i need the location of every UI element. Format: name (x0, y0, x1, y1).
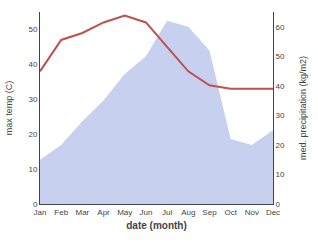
svg-text:20: 20 (276, 141, 285, 150)
svg-text:50: 50 (276, 52, 285, 61)
svg-text:Aug: Aug (181, 208, 195, 217)
svg-text:Jun: Jun (139, 208, 152, 217)
svg-text:Nov: Nov (245, 208, 259, 217)
svg-text:10: 10 (276, 170, 285, 179)
svg-text:Feb: Feb (54, 208, 68, 217)
svg-text:Dec: Dec (266, 208, 280, 217)
svg-text:30: 30 (28, 95, 37, 104)
svg-text:0: 0 (33, 200, 38, 209)
svg-text:50: 50 (28, 25, 37, 34)
svg-text:20: 20 (28, 130, 37, 139)
svg-text:max temp (C): max temp (C) (4, 81, 14, 136)
svg-text:Apr: Apr (97, 208, 110, 217)
svg-text:40: 40 (28, 60, 37, 69)
svg-text:0: 0 (276, 200, 281, 209)
svg-text:60: 60 (276, 23, 285, 32)
svg-text:date (month): date (month) (126, 220, 187, 231)
svg-text:Jan: Jan (34, 208, 47, 217)
svg-text:Jul: Jul (162, 208, 172, 217)
svg-text:Sep: Sep (202, 208, 217, 217)
svg-text:10: 10 (28, 165, 37, 174)
svg-text:med. precipitation (kg/m2): med. precipitation (kg/m2) (298, 56, 308, 160)
svg-text:Oct: Oct (224, 208, 237, 217)
svg-text:40: 40 (276, 82, 285, 91)
svg-text:May: May (117, 208, 132, 217)
svg-text:30: 30 (276, 111, 285, 120)
svg-text:Mar: Mar (75, 208, 89, 217)
